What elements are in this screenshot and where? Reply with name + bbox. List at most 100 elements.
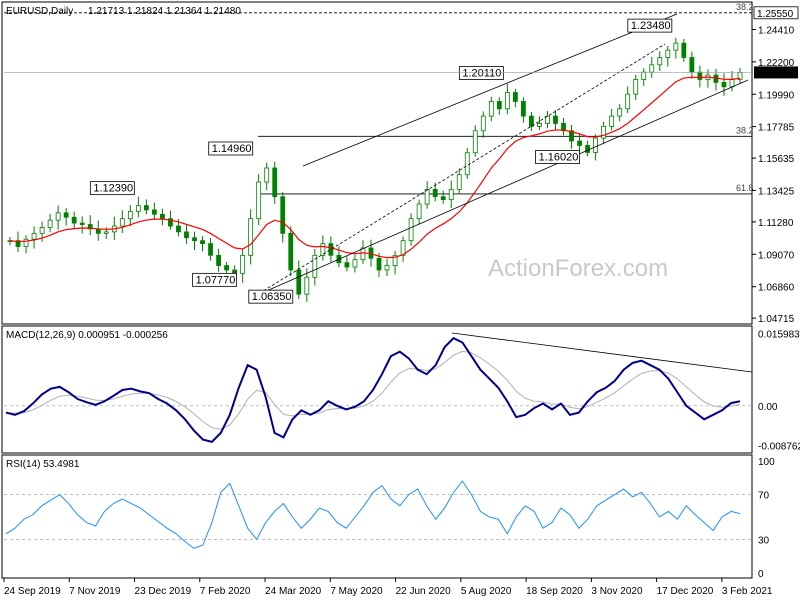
candle-body bbox=[119, 218, 125, 227]
annotation-label: 1.20110 bbox=[462, 68, 501, 80]
candle-body bbox=[47, 219, 53, 228]
rsi-tick-label: 30 bbox=[758, 535, 770, 546]
annotation-box bbox=[248, 289, 294, 304]
candle-body bbox=[681, 42, 687, 58]
macd-tick-label: 0.015983 bbox=[758, 330, 800, 341]
price-tick-label: 1.06860 bbox=[758, 283, 795, 294]
candle-body bbox=[176, 225, 181, 233]
ema-line-path bbox=[9, 76, 741, 259]
date-tick-label: 24 Mar 2020 bbox=[265, 586, 322, 597]
candle-body bbox=[232, 269, 238, 274]
candle-body bbox=[545, 115, 550, 124]
candle-body bbox=[184, 231, 189, 239]
candle-body bbox=[264, 167, 270, 183]
macd-panel-frame bbox=[1, 325, 753, 454]
candle-body bbox=[256, 181, 262, 220]
candle-body bbox=[689, 57, 695, 73]
annotation-label: 1.16020 bbox=[539, 151, 579, 163]
candle-body bbox=[248, 218, 254, 256]
candle-body bbox=[601, 125, 607, 139]
price-tick-label: 1.09070 bbox=[758, 250, 795, 261]
price-tick-label: 1.11280 bbox=[758, 218, 794, 229]
price-tick-label: 1.22200 bbox=[758, 58, 795, 69]
candle-body bbox=[87, 224, 93, 230]
price-tick-label: 1.19990 bbox=[758, 90, 795, 101]
candle-body bbox=[537, 123, 542, 127]
candle-body bbox=[488, 101, 494, 117]
candle-body bbox=[344, 262, 350, 268]
symbol-label: EURUSD,Daily bbox=[6, 6, 73, 17]
candle-body bbox=[593, 137, 599, 153]
candle-body bbox=[649, 64, 655, 73]
macd-plot bbox=[4, 332, 753, 443]
candle-body bbox=[673, 42, 679, 51]
annotation-box bbox=[208, 141, 254, 156]
candle-body bbox=[192, 237, 197, 242]
date-tick-label: 23 Dec 2019 bbox=[135, 586, 192, 597]
candle-body bbox=[55, 212, 61, 221]
candle-body bbox=[272, 167, 278, 198]
channel-upper-line bbox=[302, 13, 678, 167]
price-tick-label: 1.04715 bbox=[758, 314, 795, 325]
candle-body bbox=[127, 210, 133, 220]
macd-tick-label: 0.00 bbox=[758, 402, 778, 413]
annotation-label: 1.23480 bbox=[631, 20, 671, 32]
date-tick-label: 5 Aug 2020 bbox=[461, 586, 512, 597]
annotation-box bbox=[89, 181, 135, 196]
annotation-box bbox=[627, 18, 673, 33]
candle-body bbox=[103, 231, 109, 234]
date-tick-label: 3 Nov 2020 bbox=[591, 586, 643, 597]
rsi-tick-label: 0 bbox=[758, 569, 764, 580]
trend-channel bbox=[254, 13, 749, 297]
last-price-box bbox=[754, 66, 798, 79]
candle-body bbox=[384, 265, 390, 271]
macd-trendline bbox=[451, 332, 753, 373]
macd-signal-line bbox=[5, 350, 741, 430]
fib-label-2: 61.8 bbox=[736, 183, 754, 193]
candle-body bbox=[280, 196, 286, 234]
annotation-label: 1.12390 bbox=[93, 183, 133, 195]
candle-body bbox=[39, 227, 45, 234]
candle-body bbox=[448, 188, 454, 201]
candle-body bbox=[200, 240, 205, 244]
rsi-axis: 100 70 30 0 bbox=[758, 457, 775, 580]
candle-body bbox=[641, 71, 647, 80]
candle-body bbox=[504, 92, 510, 110]
candle-body bbox=[577, 140, 582, 146]
price-annotations: 1.12390 1.07770 1.14960 1.06350 1.20110 1.160… bbox=[89, 18, 673, 304]
candle-body bbox=[63, 212, 69, 218]
annotation-box bbox=[458, 66, 504, 80]
watermark: ActionForex.com bbox=[488, 255, 668, 282]
rsi-title: RSI(14) 53.4981 bbox=[6, 459, 80, 470]
candle-body bbox=[729, 79, 735, 88]
candle-body bbox=[561, 123, 566, 132]
last-price-label: 1.21480 bbox=[757, 68, 794, 79]
annotation-box bbox=[192, 272, 238, 287]
fib-label-1: 38.2 bbox=[736, 125, 754, 135]
candle-body bbox=[569, 130, 574, 142]
candle-body bbox=[432, 188, 438, 198]
macd-tick-label: -0.008762 bbox=[758, 441, 800, 452]
date-tick-label: 7 Feb 2020 bbox=[200, 586, 251, 597]
date-tick-label: 7 Nov 2019 bbox=[69, 586, 121, 597]
price-tick-label: 1.13425 bbox=[758, 186, 795, 197]
candle-body bbox=[512, 92, 518, 102]
annotation-box bbox=[535, 150, 580, 164]
annotation-label: 1.14960 bbox=[212, 143, 252, 155]
candle-body bbox=[320, 243, 326, 256]
date-axis: 24 Sep 2019 7 Nov 2019 23 Dec 2019 7 Feb 20… bbox=[3, 578, 773, 597]
candle-body bbox=[521, 101, 526, 117]
fib-label-0: 38.2 bbox=[736, 2, 754, 12]
candle-body bbox=[456, 174, 462, 190]
candle-body bbox=[151, 209, 157, 215]
candle-body bbox=[15, 240, 21, 247]
candle-body bbox=[224, 265, 229, 271]
date-tick-label: 18 Sep 2020 bbox=[526, 586, 583, 597]
candle-body bbox=[71, 216, 77, 224]
candle-body bbox=[23, 238, 29, 247]
rsi-plot bbox=[4, 480, 752, 549]
candle-body bbox=[529, 115, 534, 127]
annotation-label: 1.06350 bbox=[252, 291, 292, 303]
date-tick-label: 3 Feb 2021 bbox=[722, 586, 773, 597]
